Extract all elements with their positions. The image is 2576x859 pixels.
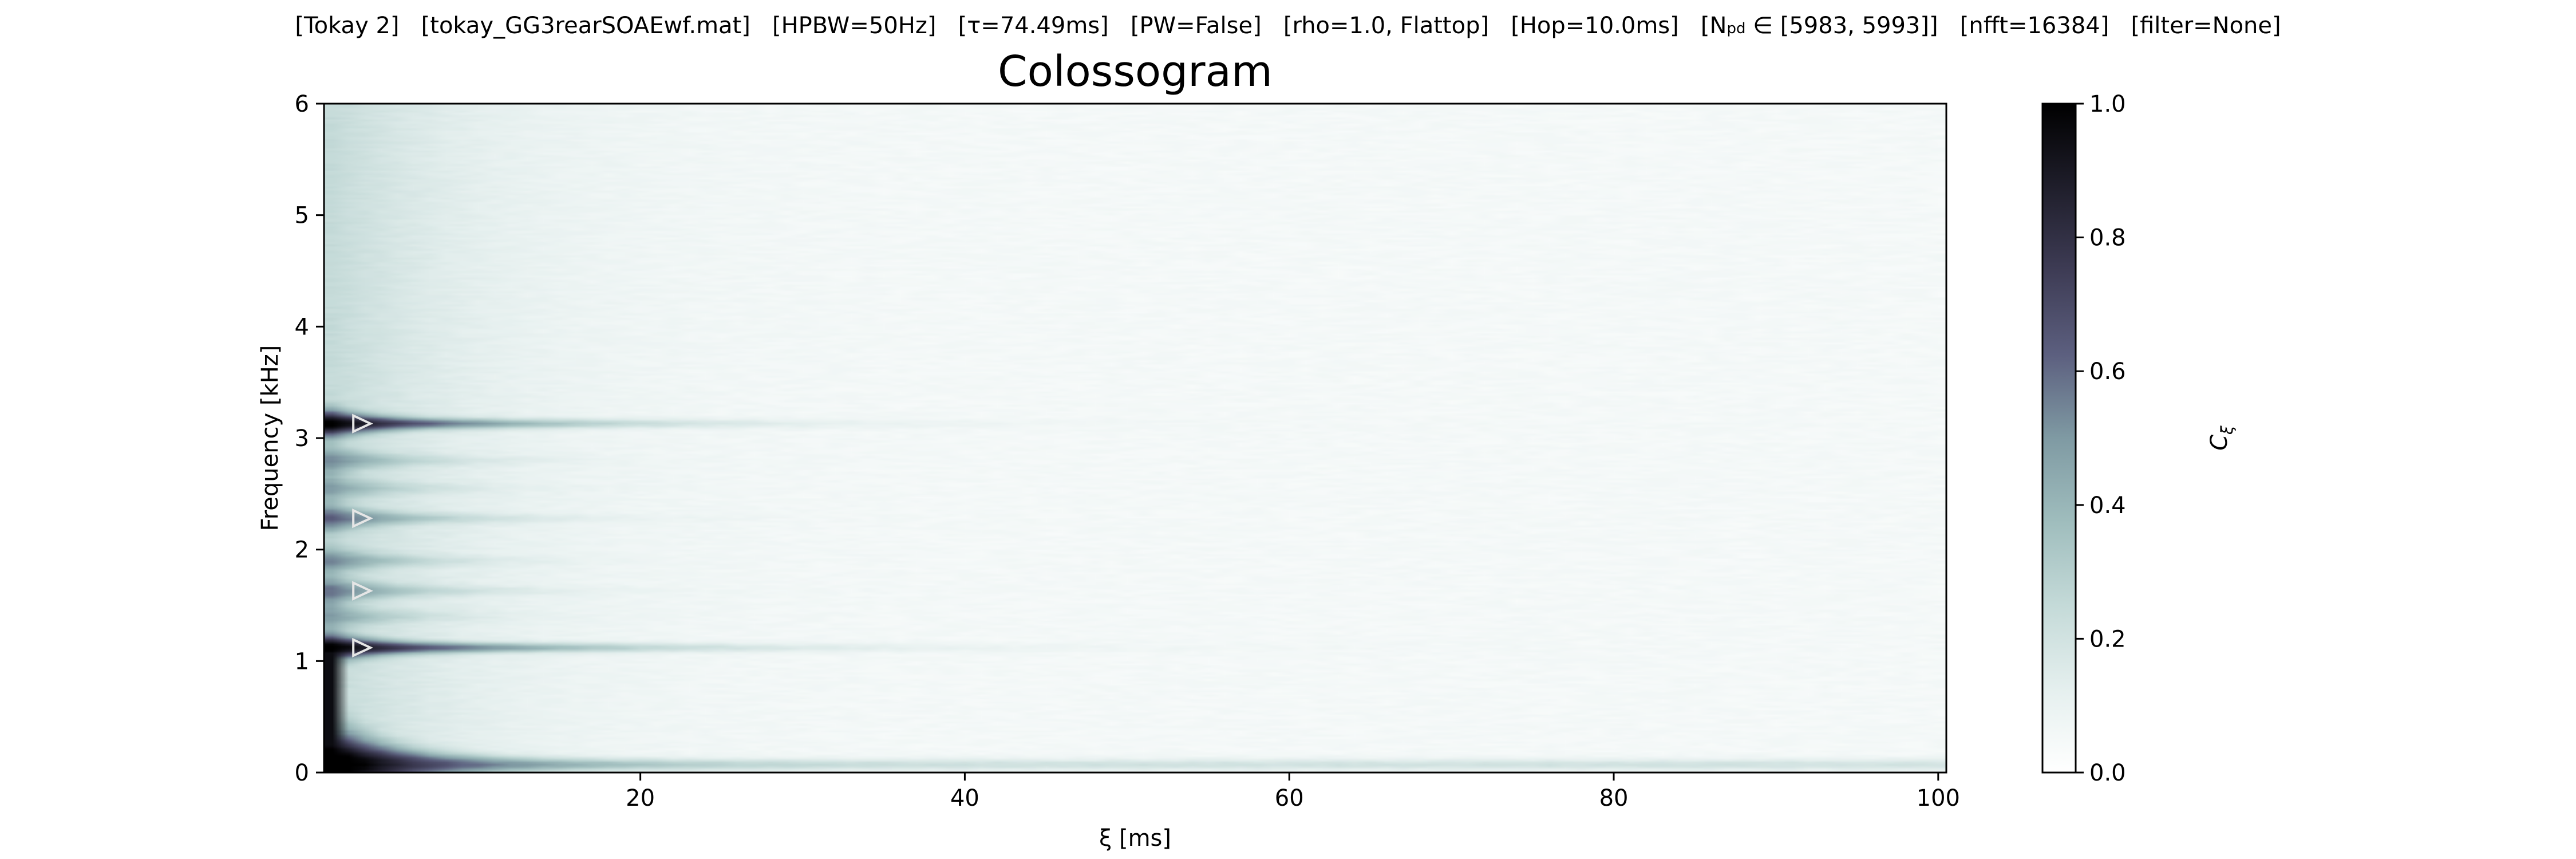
y-axis-ticks: 0 1 2 3 4 5 6 [295,91,324,786]
y-tick-label: 2 [295,537,309,564]
colorbar-tick-label: 0.2 [2089,626,2126,652]
x-axis-ticks: 20 40 60 80 100 [626,773,1960,811]
heatmap-image [324,104,1946,773]
y-tick-label: 0 [295,760,309,786]
header-segment: [rho=1.0, Flattop] [1283,13,1490,39]
colorbar-tick-label: 0.0 [2089,760,2126,786]
header-segment: [filter=None] [2131,13,2281,39]
header-segment: [tokay_GG3rearSOAEwf.mat] [421,13,750,39]
header-segment: [PW=False] [1130,13,1262,39]
header-segment: [Tokay 2] [295,13,400,39]
y-tick-label: 5 [295,203,309,229]
chart-title: Colossogram [998,47,1273,96]
x-tick-label: 20 [626,785,655,811]
y-tick-label: 3 [295,425,309,452]
x-tick-label: 60 [1275,785,1304,811]
colorbar-ticks: 0.0 0.2 0.4 0.6 0.8 1.0 [2076,91,2126,786]
x-tick-label: 40 [950,785,979,811]
figure-header: [Tokay 2] [tokay_GG3rearSOAEwf.mat] [HPB… [0,13,2576,39]
x-tick-label: 100 [1917,785,1960,811]
x-tick-label: 80 [1599,785,1629,811]
y-axis-label: Frequency [kHz] [257,345,283,531]
colorbar-label: Cξ [2206,425,2237,451]
colorbar-tick-label: 0.6 [2089,358,2126,385]
header-segment: [Npd ∈ [5983, 5993]] [1700,13,1938,39]
peak-markers [352,413,373,658]
colorbar [2041,103,2077,774]
header-segment: [HPBW=50Hz] [772,13,937,39]
peak-marker [352,509,373,529]
colorbar-tick-label: 0.4 [2089,492,2126,519]
heatmap [324,104,1946,773]
header-segment: [Hop=10.0ms] [1511,13,1679,39]
colorbar-tick-label: 1.0 [2089,91,2126,117]
x-axis-label: ξ [ms] [1099,825,1171,852]
header-segment: [nfft=16384] [1959,13,2109,39]
header-segment: [τ=74.49ms] [958,13,1109,39]
y-tick-label: 4 [295,314,309,340]
peak-marker [352,413,373,434]
y-tick-label: 1 [295,648,309,675]
peak-marker [352,637,373,658]
colorbar-tick-label: 0.8 [2089,225,2126,251]
y-tick-label: 6 [295,91,309,117]
peak-marker [352,581,373,601]
